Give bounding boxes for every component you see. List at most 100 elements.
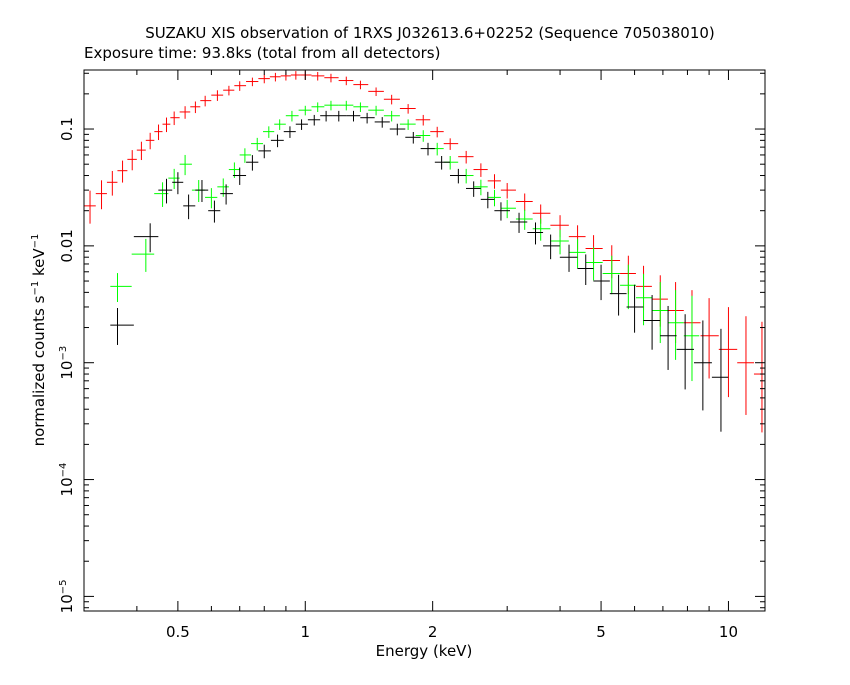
- data-point: [676, 314, 694, 390]
- y-tick-exp: −5: [58, 579, 69, 594]
- data-point: [577, 254, 594, 286]
- data-point: [208, 200, 221, 223]
- data-point: [626, 284, 644, 333]
- data-point: [145, 132, 155, 150]
- data-point: [487, 189, 501, 207]
- data-point: [311, 71, 325, 81]
- data-point: [179, 154, 192, 176]
- data-point: [415, 114, 431, 126]
- data-point: [251, 137, 264, 151]
- data-point: [434, 156, 450, 170]
- y-tick-base: 0.01: [58, 229, 76, 262]
- data-point: [449, 168, 467, 184]
- data-point: [263, 126, 275, 138]
- data-point: [179, 106, 191, 119]
- data-point: [527, 222, 544, 245]
- data-point: [220, 184, 233, 205]
- data-point: [593, 264, 610, 301]
- data-point: [324, 73, 339, 83]
- data-point: [543, 234, 560, 260]
- y-axis-label-mid: keV: [30, 248, 48, 281]
- data-point: [480, 191, 495, 209]
- data-point: [585, 247, 603, 281]
- x-tick-label: 2: [428, 623, 438, 641]
- y-axis-label-sup2: −1: [30, 234, 41, 249]
- data-point: [500, 199, 516, 219]
- data-point: [399, 119, 416, 130]
- data-point: [383, 94, 400, 105]
- data-point: [683, 295, 700, 382]
- data-point: [239, 148, 252, 163]
- data-point: [232, 167, 247, 185]
- data-point: [515, 193, 533, 211]
- series-1: [110, 100, 700, 382]
- data-point: [559, 244, 578, 272]
- data-point: [651, 282, 668, 344]
- y-axis-label: normalized counts s−1 keV−1: [30, 234, 48, 447]
- data-point: [660, 305, 677, 370]
- data-point: [635, 273, 652, 326]
- data-point: [307, 114, 321, 126]
- plot-frame: [83, 69, 766, 612]
- data-point: [620, 264, 636, 310]
- y-tick-exp: −3: [58, 346, 69, 361]
- data-point: [487, 174, 501, 189]
- data-point: [346, 110, 361, 122]
- data-point: [420, 142, 435, 156]
- data-point: [95, 180, 107, 210]
- x-tick-label: 10: [719, 623, 738, 641]
- data-point: [162, 117, 171, 133]
- data-point: [258, 74, 270, 84]
- data-point: [170, 111, 180, 126]
- y-tick-label: 0.01: [58, 229, 76, 262]
- y-axis-label-base: normalized counts s: [30, 295, 48, 446]
- y-tick-base: 0.1: [58, 117, 76, 141]
- series-layer: [84, 71, 765, 433]
- data-point: [550, 229, 569, 255]
- data-point: [258, 144, 271, 159]
- data-point: [332, 110, 347, 122]
- data-point: [200, 95, 212, 107]
- data-point: [458, 150, 474, 164]
- data-point: [110, 273, 132, 302]
- data-point: [117, 160, 128, 183]
- y-tick-label: 10−5: [58, 579, 76, 613]
- data-point: [131, 238, 155, 272]
- data-point: [183, 194, 196, 220]
- data-point: [84, 190, 96, 224]
- data-point: [711, 328, 729, 432]
- data-point: [466, 181, 481, 197]
- data-point: [136, 141, 146, 161]
- data-point: [368, 105, 384, 116]
- data-point: [295, 119, 308, 130]
- data-point: [270, 134, 284, 148]
- data-point: [667, 290, 684, 360]
- data-point: [246, 155, 259, 171]
- data-point: [338, 76, 354, 86]
- data-point: [430, 126, 444, 138]
- data-point: [106, 170, 118, 196]
- data-point: [324, 100, 339, 111]
- y-tick-base: 10: [58, 594, 76, 613]
- data-point: [353, 80, 369, 90]
- data-point: [415, 130, 431, 142]
- data-point: [700, 298, 719, 379]
- data-point: [338, 100, 354, 111]
- x-tick-label: 0.5: [166, 623, 190, 641]
- data-point: [399, 104, 416, 114]
- y-tick-exp: −4: [58, 463, 69, 478]
- data-point: [158, 178, 173, 204]
- data-point: [311, 102, 325, 112]
- data-point: [195, 180, 209, 203]
- x-tick-label: 5: [596, 623, 606, 641]
- y-tick-base: 10: [58, 477, 76, 496]
- data-point: [274, 119, 286, 130]
- chart-title: SUZAKU XIS observation of 1RXS J032613.6…: [145, 24, 715, 42]
- data-point: [368, 87, 384, 97]
- data-point: [172, 172, 184, 195]
- data-point: [389, 123, 406, 136]
- data-point: [290, 71, 301, 80]
